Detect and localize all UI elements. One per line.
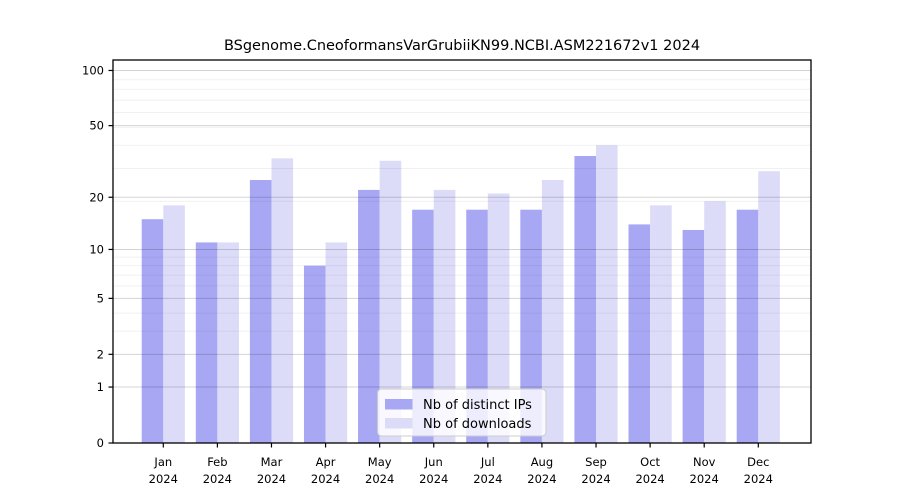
- gridlines-group: [113, 69, 811, 388]
- bar-aug-nb-of-downloads: [541, 180, 564, 443]
- bar-may-nb-of-downloads: [379, 160, 402, 443]
- x-tick-year-may: 2024: [365, 472, 394, 486]
- x-tick-label-apr: Apr: [316, 455, 336, 469]
- x-tick-year-jul: 2024: [473, 472, 502, 486]
- chart-title: BSgenome.CneoformansVarGrubiiKN99.NCBI.A…: [224, 38, 700, 54]
- x-tick-label-jan: Jan: [153, 455, 172, 469]
- x-tick-label-nov: Nov: [693, 455, 716, 469]
- bar-jul-nb-of-downloads: [487, 193, 510, 443]
- x-tick-label-may: May: [368, 455, 392, 469]
- bar-jun-nb-of-downloads: [433, 189, 456, 443]
- y-tick-label-2: 2: [97, 347, 104, 361]
- y-tick-label-1: 1: [97, 380, 104, 394]
- bar-nov-nb-of-downloads: [704, 201, 726, 443]
- y-tick-label-50: 50: [89, 119, 104, 133]
- y-tick-label-10: 10: [89, 242, 104, 256]
- x-tick-year-mar: 2024: [257, 472, 286, 486]
- bar-mar-nb-of-downloads: [271, 158, 294, 444]
- x-tick-year-nov: 2024: [690, 472, 719, 486]
- bar-aug-nb-of-distinct-ips: [520, 209, 542, 443]
- y-tick-label-100: 100: [82, 63, 104, 77]
- legend-swatch-distinct-ips: [385, 399, 413, 410]
- plot-frame: [112, 59, 812, 444]
- x-tick-year-jun: 2024: [419, 472, 448, 486]
- legend-label-distinct-ips: Nb of distinct IPs: [423, 398, 532, 413]
- bar-jan-nb-of-distinct-ips: [141, 219, 164, 443]
- x-tick-year-sep: 2024: [581, 472, 610, 486]
- x-axis-ticks: Jan 2024 Feb 2024 Mar 2024 Apr 2024 May 2024 Jun 20…: [149, 443, 773, 486]
- bar-sep-nb-of-distinct-ips: [574, 156, 597, 443]
- x-tick-year-feb: 2024: [203, 472, 232, 486]
- x-tick-label-aug: Aug: [531, 455, 553, 469]
- bar-dec-nb-of-downloads: [758, 171, 780, 443]
- bar-apr-nb-of-downloads: [325, 242, 348, 443]
- bar-dec-nb-of-distinct-ips: [736, 209, 759, 443]
- y-axis-ticks: 0 1 2 5 10 20 50 100: [82, 63, 113, 450]
- bar-may-nb-of-distinct-ips: [358, 189, 380, 443]
- bar-apr-nb-of-distinct-ips: [303, 265, 326, 443]
- bar-jul-nb-of-distinct-ips: [466, 209, 488, 443]
- legend: Nb of distinct IPs Nb of downloads: [377, 388, 547, 437]
- x-tick-label-mar: Mar: [261, 455, 283, 469]
- legend-swatch-downloads: [385, 418, 413, 429]
- legend-box: [377, 388, 547, 437]
- bar-oct-nb-of-downloads: [650, 205, 672, 443]
- y-tick-label-0: 0: [97, 436, 104, 450]
- bar-feb-nb-of-distinct-ips: [195, 242, 218, 443]
- x-tick-year-aug: 2024: [527, 472, 556, 486]
- x-tick-year-jan: 2024: [149, 472, 178, 486]
- bar-jun-nb-of-distinct-ips: [412, 209, 434, 443]
- x-tick-label-oct: Oct: [640, 455, 660, 469]
- x-tick-year-dec: 2024: [744, 472, 773, 486]
- x-tick-label-jun: Jun: [424, 455, 443, 469]
- bar-mar-nb-of-distinct-ips: [249, 180, 272, 443]
- x-tick-label-feb: Feb: [207, 455, 227, 469]
- bar-feb-nb-of-downloads: [217, 242, 239, 443]
- x-tick-label-jul: Jul: [480, 455, 495, 469]
- bar-sep-nb-of-downloads: [596, 145, 618, 444]
- y-tick-label-20: 20: [89, 190, 104, 204]
- bar-nov-nb-of-distinct-ips: [682, 229, 705, 443]
- x-tick-label-sep: Sep: [585, 455, 607, 469]
- y-tick-label-5: 5: [97, 291, 104, 305]
- x-tick-year-apr: 2024: [311, 472, 340, 486]
- bar-jan-nb-of-downloads: [163, 205, 185, 443]
- bars-group: [141, 145, 780, 444]
- x-tick-year-oct: 2024: [635, 472, 664, 486]
- bar-oct-nb-of-distinct-ips: [628, 224, 651, 443]
- legend-label-downloads: Nb of downloads: [423, 417, 532, 432]
- x-tick-label-dec: Dec: [747, 455, 769, 469]
